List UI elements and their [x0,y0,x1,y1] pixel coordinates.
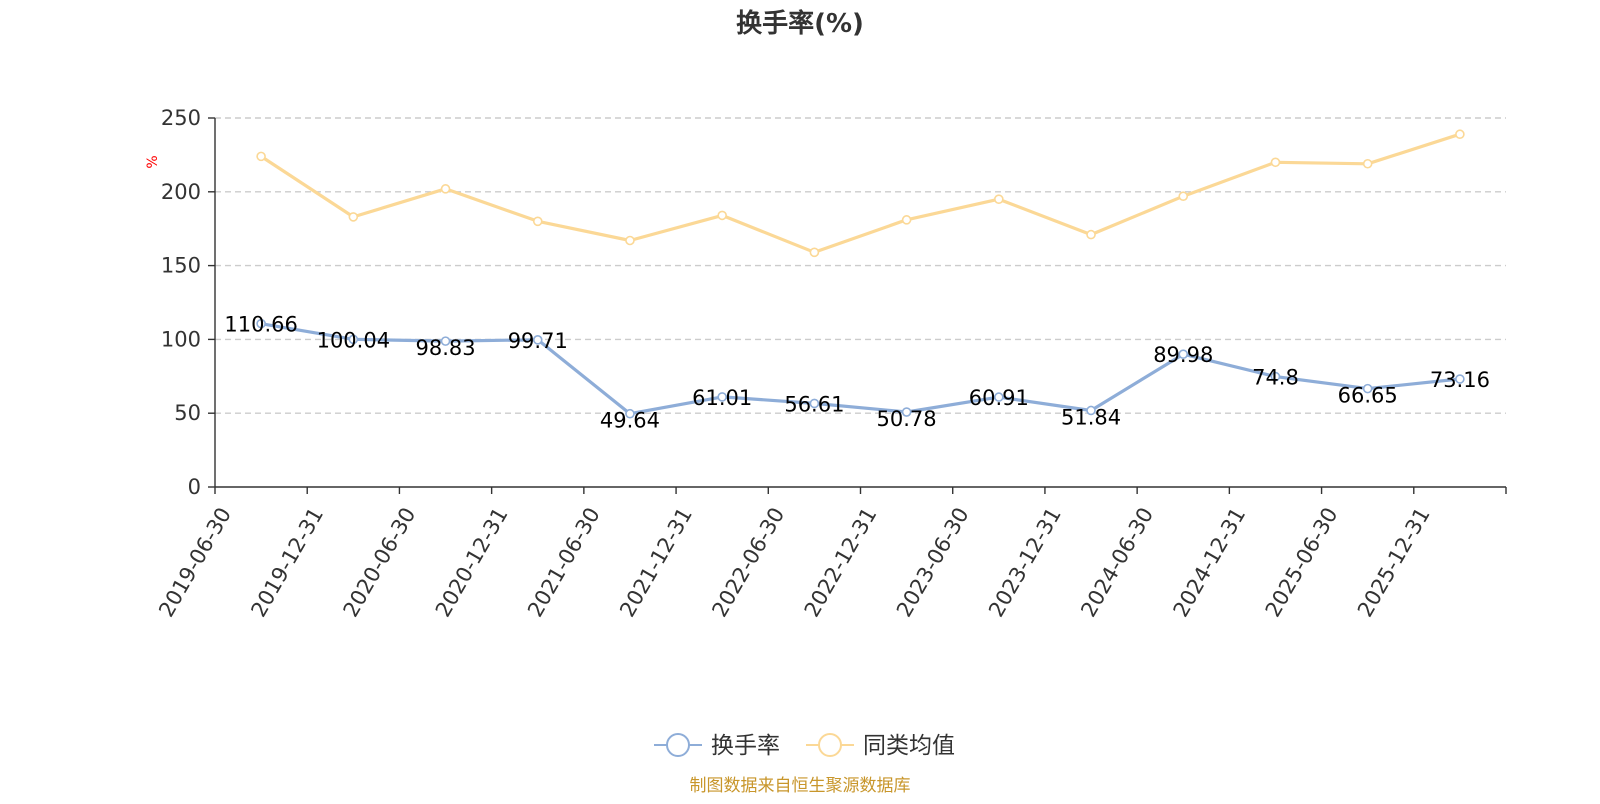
series-line-1 [259,322,1462,416]
series-layer [256,129,1465,419]
series-2-point[interactable] [532,216,543,227]
series-1-point[interactable] [901,407,912,417]
series-2-point[interactable] [901,215,912,225]
x-tick-label: 2020-06-30 [339,503,421,621]
y-axis-label: % [145,155,161,168]
chart-title: 换手率(%) [736,8,864,39]
y-tick-label: 250 [161,106,201,130]
series-1-point[interactable] [1270,371,1281,382]
x-tick-label: 2022-12-31 [800,503,882,621]
data-label: 73.16 [1430,368,1490,392]
source-note: 制图数据来自恒生聚源数据库 [690,776,911,796]
data-label: 56.61 [784,392,844,416]
series-1-point[interactable] [440,336,451,346]
data-label: 51.84 [1061,405,1121,429]
data-label: 66.65 [1338,384,1398,408]
series-1-point[interactable] [1362,383,1373,394]
series-1-point[interactable] [717,392,727,402]
series-2-point[interactable] [1178,191,1189,202]
series-1-point[interactable] [809,398,820,409]
series-2-point[interactable] [256,151,266,162]
data-label: 98.83 [415,336,475,360]
data-label: 100.04 [317,328,390,352]
x-tick-label: 2023-12-31 [984,503,1066,621]
data-label: 99.71 [508,329,568,353]
x-tick-label: 2019-06-30 [154,503,236,621]
series-line-2 [259,132,1462,254]
data-label: 61.01 [692,386,752,410]
x-tick-label: 2023-06-30 [892,503,974,621]
legend-marker [666,733,690,757]
series-2-point[interactable] [994,194,1004,204]
series-1-point[interactable] [1086,405,1096,416]
y-tick-label: 50 [174,401,201,425]
series-2-point[interactable] [625,235,635,246]
x-tick-label: 2020-12-31 [431,503,513,621]
y-tick-label: 150 [161,254,201,278]
series-2-point[interactable] [809,247,820,258]
series-2-point[interactable] [1270,157,1281,168]
series-1-point[interactable] [532,335,543,345]
data-label-layer: 110.66 100.04 98.83 99.71 49.64 61.01 56.61 50.… [224,313,1490,433]
data-label: 60.91 [969,386,1029,410]
series-1-point[interactable] [348,334,359,345]
data-label: 74.8 [1252,366,1299,390]
legend-label[interactable]: 同类均值 [863,733,955,759]
x-tick-label: 2022-06-30 [707,503,789,621]
x-tick-label: 2019-12-31 [246,503,328,621]
legend: 换手率 同类均值 [654,733,955,759]
x-tick-label: 2025-06-30 [1261,503,1343,621]
x-tick-label: 2021-12-31 [615,503,697,621]
series-1-point[interactable] [625,408,635,419]
x-tick-label: 2025-12-31 [1353,503,1435,621]
x-tick-label: 2024-12-31 [1169,503,1251,621]
series-2-point[interactable] [348,212,359,222]
series-1-point[interactable] [1455,374,1465,384]
series-1-point[interactable] [256,318,266,329]
data-label: 89.98 [1153,343,1213,367]
x-tick-label: 2021-06-30 [523,503,605,621]
x-tick-label: 2024-06-30 [1076,503,1158,621]
series-1-point[interactable] [1178,349,1189,359]
y-tick-label: 100 [161,327,201,351]
data-label: 110.66 [224,313,297,337]
series-2-point[interactable] [1086,229,1096,240]
series-2-point[interactable] [440,184,451,194]
series-2-point[interactable] [1362,158,1373,169]
series-2-point[interactable] [1455,129,1465,140]
series-2-point[interactable] [717,210,727,221]
series-1-point[interactable] [994,392,1004,402]
y-tick-label: 200 [161,180,201,204]
data-label: 49.64 [600,409,660,433]
data-label: 50.78 [877,407,937,431]
legend-marker [818,733,842,757]
legend-label[interactable]: 换手率 [711,733,780,759]
y-tick-label: 0 [188,475,201,499]
